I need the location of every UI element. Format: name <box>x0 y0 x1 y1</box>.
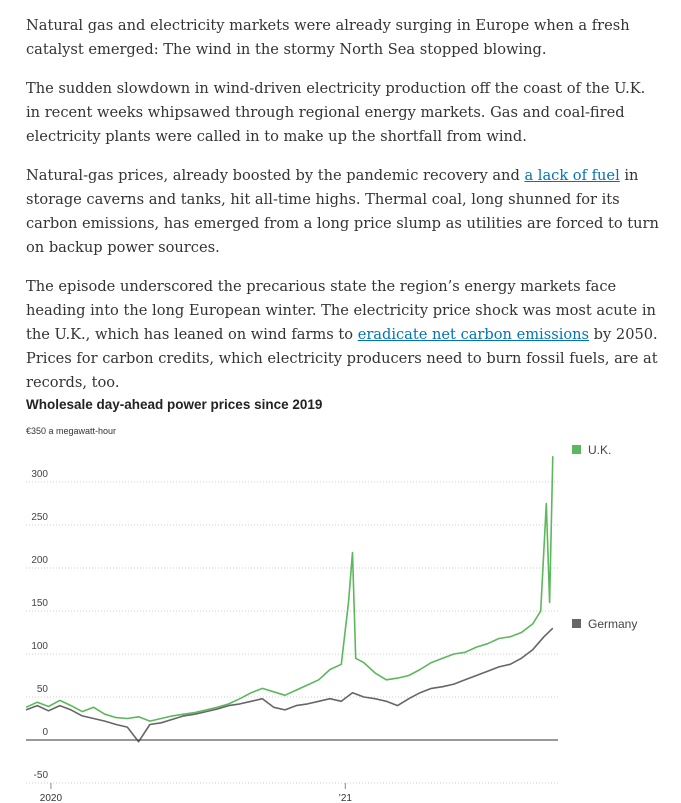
y-tick-label-200: 200 <box>31 555 48 566</box>
paragraph-1: Natural gas and electricity markets were… <box>26 17 630 58</box>
y-tick-label-0: 0 <box>42 727 48 738</box>
legend-swatch-u-k <box>572 445 581 454</box>
paragraph-4-text-after: by 2050. Prices for carbon credits, whic… <box>26 326 658 391</box>
y-tick-label-150: 150 <box>31 598 48 609</box>
article-body: Natural gas and electricity markets were… <box>26 14 661 410</box>
paragraph-4-text-before: The episode underscored the precarious s… <box>26 278 656 343</box>
paragraph-2: The sudden slowdown in wind-driven elect… <box>26 80 646 145</box>
lack-of-fuel-link[interactable]: a lack of fuel <box>524 167 620 184</box>
y-tick-label-100: 100 <box>31 641 48 652</box>
paragraph-4: The episode underscored the precarious s… <box>26 275 661 395</box>
y-tick-label--50: -50 <box>34 770 49 781</box>
paragraph-3-text-after: in storage caverns and tanks, hit all-ti… <box>26 167 659 256</box>
series-line-u-k <box>25 456 554 722</box>
legend-label-u-k: U.K. <box>588 443 611 457</box>
legend-swatch-germany <box>572 619 581 628</box>
series-line-germany <box>25 627 554 743</box>
x-tick-label-0: 2020 <box>40 793 63 803</box>
legend-label-germany: Germany <box>588 617 637 631</box>
x-tick-label-1: ’21 <box>339 793 353 803</box>
chart-title: Wholesale day-ahead power prices since 2… <box>26 397 323 412</box>
eradicate-net-carbon-emissions-link[interactable]: eradicate net carbon emissions <box>357 326 590 343</box>
y-tick-label-300: 300 <box>31 469 48 480</box>
y-tick-label-250: 250 <box>31 512 48 523</box>
paragraph-3-text-before: Natural-gas prices, already boosted by t… <box>26 167 525 184</box>
paragraph-3: Natural-gas prices, already boosted by t… <box>26 164 661 260</box>
y-axis-unit-label: €350 a megawatt-hour <box>26 426 116 436</box>
y-tick-label-50: 50 <box>37 684 49 695</box>
